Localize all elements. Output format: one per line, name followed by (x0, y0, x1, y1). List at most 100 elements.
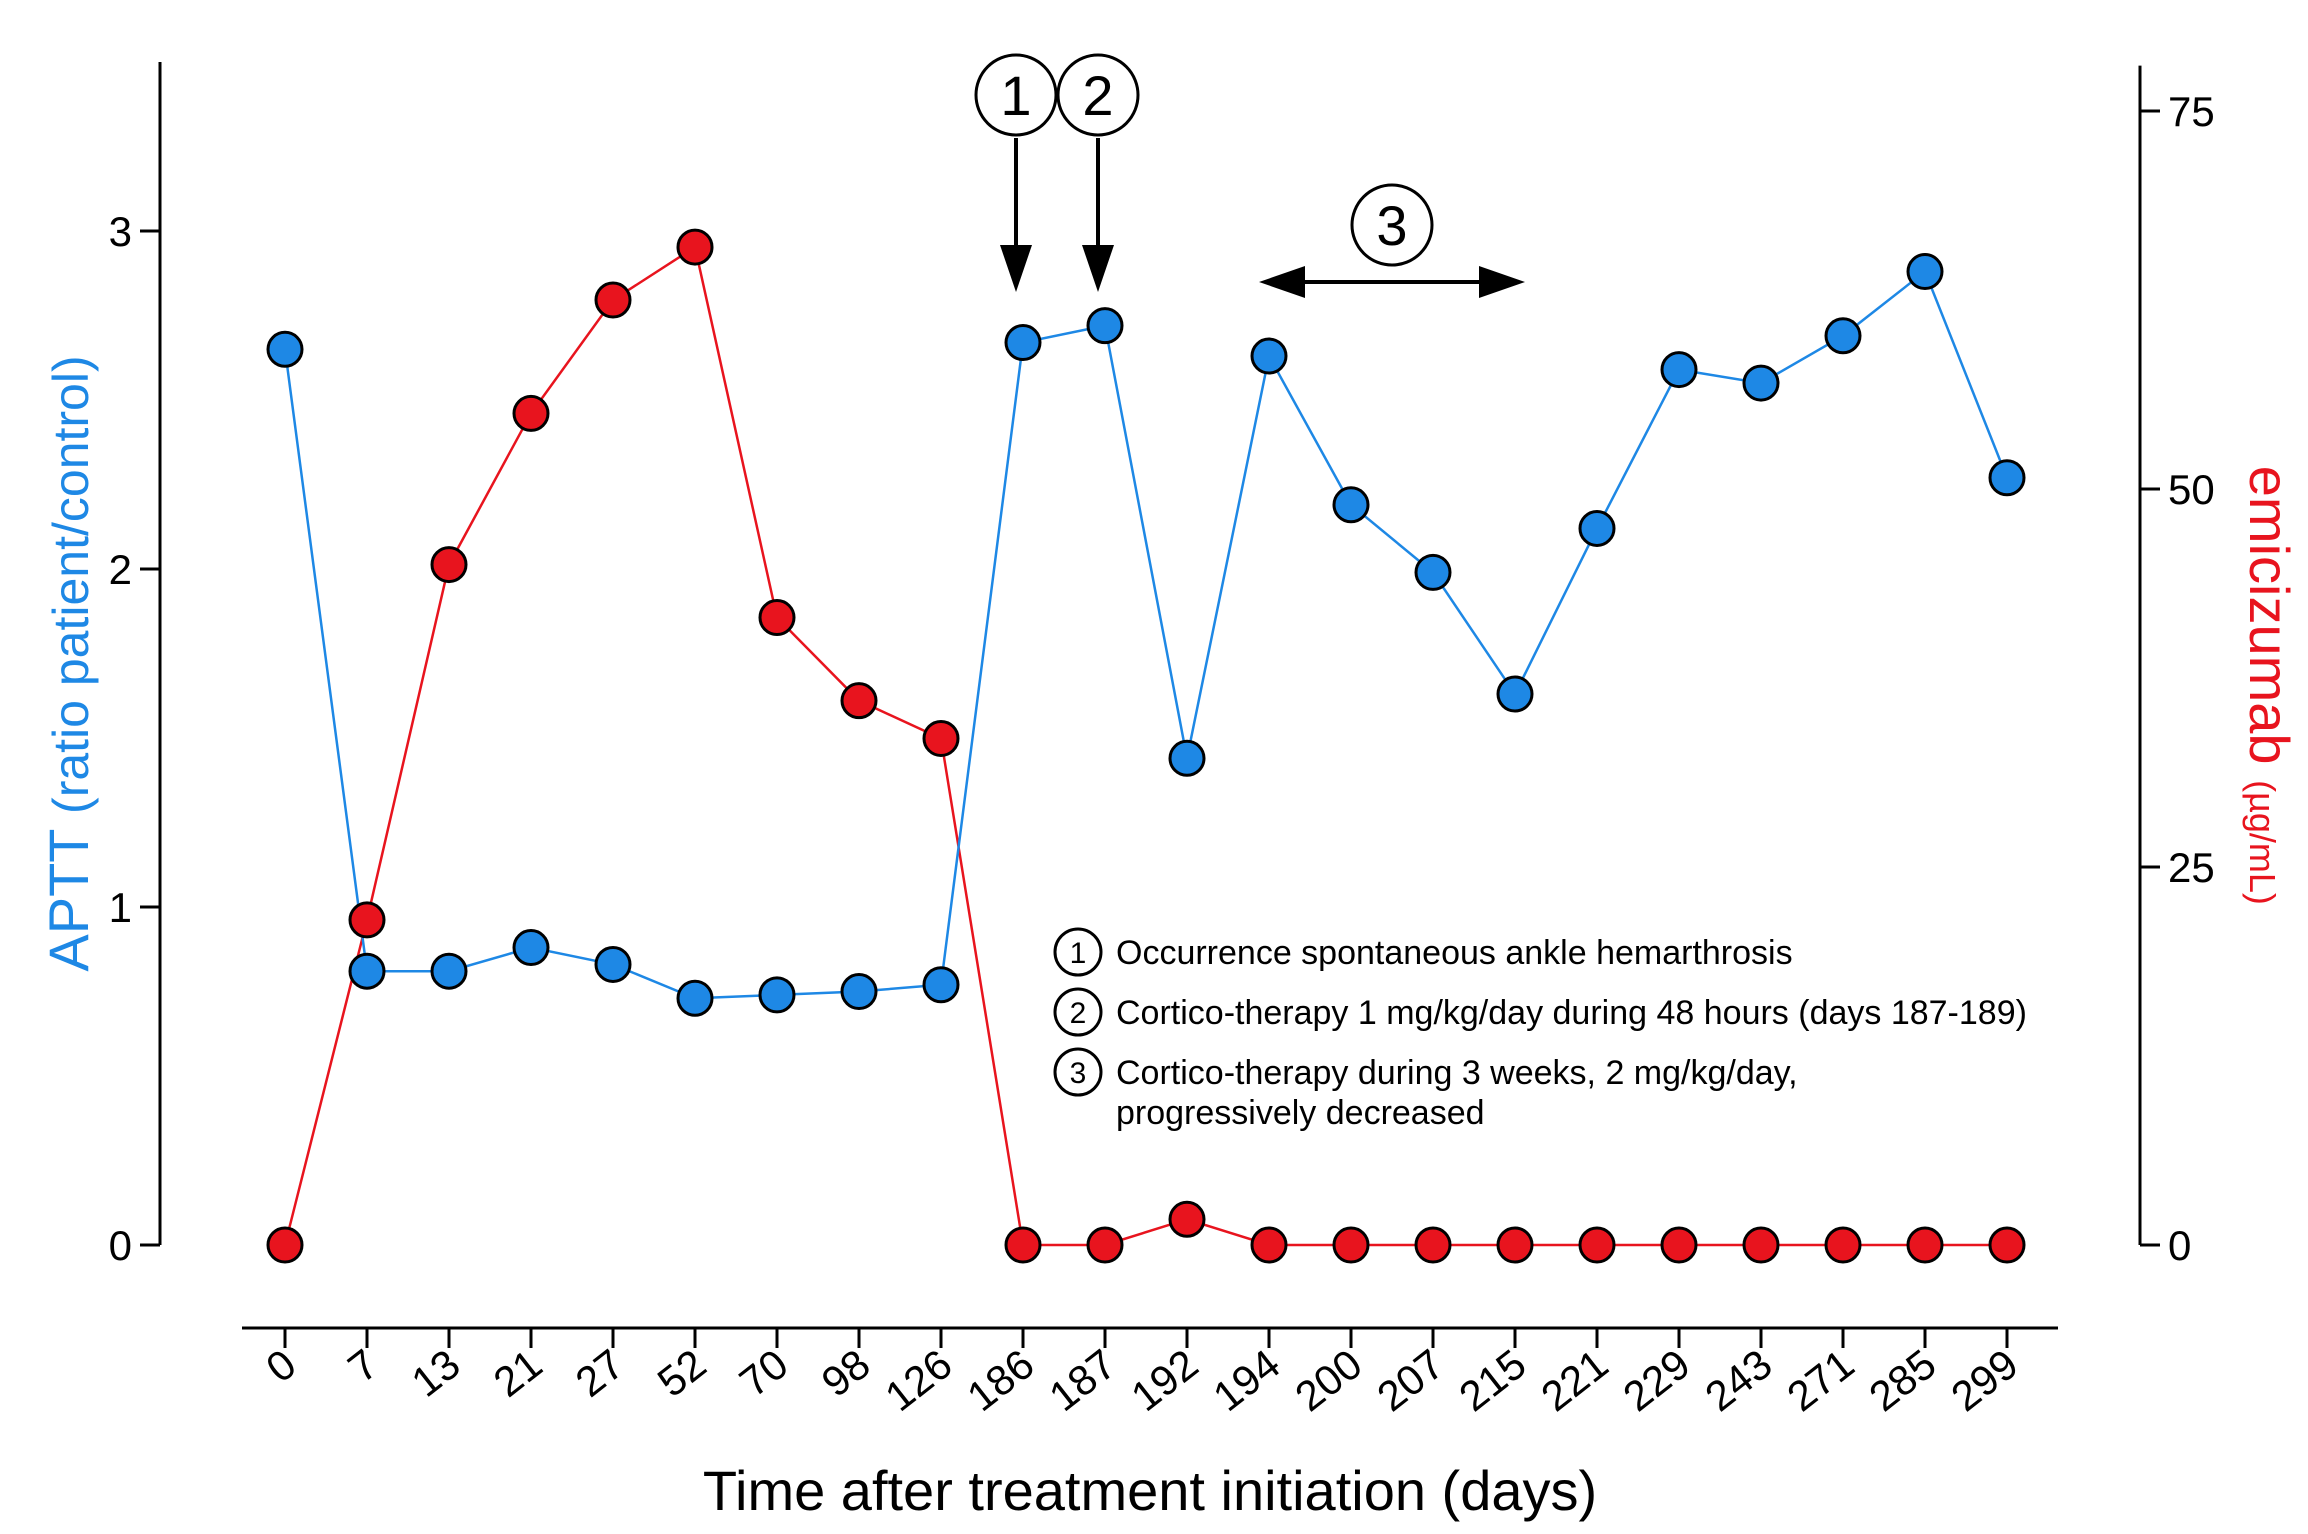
data-point-aptt (430, 952, 468, 990)
legend-marker-2-circle (1053, 987, 1103, 1037)
data-point-aptt (1988, 459, 2026, 497)
annotation-marker-2-label: 2 (1082, 64, 1113, 127)
legend-marker-3-label: 3 (1070, 1057, 1087, 1090)
x-axis-title: Time after treatment initiation (days) (703, 1459, 1597, 1522)
legend-marker-3: 3 (1053, 1047, 1103, 1097)
annotation-marker-1-circle (974, 53, 1058, 137)
data-point-aptt (922, 966, 960, 1004)
right-y-tick-label: 75 (2168, 88, 2215, 135)
data-point-emicizumab (1578, 1226, 1616, 1264)
data-point-emicizumab (594, 281, 632, 319)
data-point-aptt (348, 952, 386, 990)
legend-background (1040, 910, 2130, 1140)
data-point-aptt (1004, 324, 1042, 362)
legend-marker-2-label: 2 (1070, 997, 1087, 1030)
data-point-emicizumab (1086, 1226, 1124, 1264)
data-point-emicizumab (758, 599, 796, 637)
data-point-aptt (1906, 253, 1944, 291)
annotation-marker-1: 1 (974, 53, 1058, 137)
data-point-emicizumab (1906, 1226, 1944, 1264)
data-point-emicizumab (1742, 1226, 1780, 1264)
annotation-marker-3-label: 3 (1376, 194, 1407, 257)
x-tick-label: 7 (339, 1340, 386, 1391)
data-point-emicizumab (922, 719, 960, 757)
legend-marker-1: 1 (1053, 927, 1103, 977)
legend-marker-1-circle (1053, 927, 1103, 977)
data-point-emicizumab (1414, 1226, 1452, 1264)
x-tick-label: 299 (1942, 1340, 2026, 1420)
data-point-aptt (1086, 307, 1124, 345)
x-tick-label: 186 (958, 1340, 1042, 1420)
data-point-emicizumab (430, 546, 468, 584)
right-y-tick-label: 0 (2168, 1222, 2191, 1269)
x-tick-label: 126 (876, 1340, 960, 1420)
x-tick-label: 21 (485, 1340, 551, 1406)
data-point-aptt (758, 976, 796, 1014)
data-point-emicizumab (840, 682, 878, 720)
x-tick-label: 27 (567, 1340, 633, 1406)
legend-marker-1-label: 1 (1070, 937, 1087, 970)
annotation-arrowhead-right (1479, 266, 1525, 298)
right-y-axis-title: emicizumab (µg/mL) (2238, 466, 2301, 905)
data-point-emicizumab (1332, 1226, 1370, 1264)
x-tick-label: 271 (1778, 1340, 1862, 1420)
right-y-tick-label: 50 (2168, 466, 2215, 513)
data-point-aptt (1578, 509, 1616, 547)
x-tick-label: 194 (1204, 1340, 1288, 1420)
data-point-emicizumab (676, 228, 714, 266)
data-point-emicizumab (1988, 1226, 2026, 1264)
legend-item-text: progressively decreased (1116, 1094, 1485, 1132)
legend-item-text: Cortico-therapy during 3 weeks, 2 mg/kg/… (1116, 1054, 1798, 1092)
series-line-emicizumab (283, 245, 2007, 1247)
right-y-axis-title-sub: (µg/mL) (2242, 780, 2283, 905)
x-tick-label: 207 (1368, 1340, 1452, 1420)
x-tick-label: 0 (257, 1340, 304, 1391)
data-point-emicizumab (1004, 1226, 1042, 1264)
data-point-emicizumab (1250, 1226, 1288, 1264)
data-point-emicizumab (348, 901, 386, 939)
data-point-aptt (594, 945, 632, 983)
left-y-axis-title-sub: (ratio patient/control) (43, 355, 99, 814)
data-point-aptt (266, 330, 304, 368)
annotation-marker-3-circle (1350, 183, 1434, 267)
data-point-aptt (676, 979, 714, 1017)
data-point-aptt (840, 973, 878, 1010)
annotation-arrowhead-1 (1000, 245, 1032, 292)
data-point-emicizumab (1496, 1226, 1534, 1264)
right-y-axis-title-main: emicizumab (2238, 466, 2301, 780)
data-point-aptt (512, 929, 550, 967)
left-y-tick-label: 3 (109, 208, 132, 255)
data-point-aptt (1332, 486, 1370, 524)
series-line-aptt (283, 269, 2009, 1000)
x-tick-label: 98 (813, 1340, 879, 1406)
left-y-tick-label: 1 (109, 884, 132, 931)
data-point-aptt (1496, 675, 1534, 713)
x-tick-label: 70 (731, 1340, 797, 1406)
x-tick-label: 243 (1696, 1340, 1780, 1420)
x-tick-label: 221 (1532, 1340, 1616, 1420)
x-tick-label: 187 (1040, 1340, 1124, 1420)
left-y-axis-title: APTT (ratio patient/control) (37, 355, 100, 971)
data-point-emicizumab (266, 1226, 304, 1264)
x-tick-label: 229 (1614, 1340, 1698, 1420)
data-point-emicizumab (512, 394, 550, 432)
left-y-axis-title-main: APTT (37, 814, 100, 972)
annotation-arrowhead-2 (1082, 245, 1114, 292)
legend-marker-2: 2 (1053, 987, 1103, 1037)
x-tick-label: 52 (649, 1340, 715, 1406)
left-y-tick-label: 2 (109, 546, 132, 593)
annotation-marker-2: 2 (1056, 53, 1140, 137)
legend-item-text: Occurrence spontaneous ankle hemarthrosi… (1116, 934, 1793, 972)
annotation-marker-3: 3 (1350, 183, 1434, 267)
annotation-arrowhead-left (1259, 266, 1305, 298)
annotation-marker-1-label: 1 (1000, 64, 1031, 127)
right-y-tick-label: 25 (2168, 844, 2215, 891)
data-point-aptt (1168, 739, 1206, 777)
left-y-tick-label: 0 (109, 1222, 132, 1269)
x-tick-label: 215 (1450, 1340, 1534, 1420)
data-point-aptt (1824, 317, 1862, 355)
data-point-emicizumab (1660, 1226, 1698, 1264)
annotation-marker-2-circle (1056, 53, 1140, 137)
